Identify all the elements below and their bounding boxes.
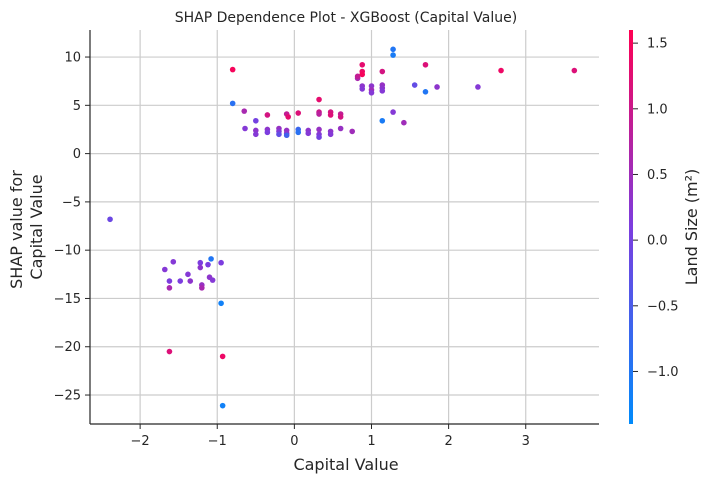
y-tick-label: −25 (54, 389, 81, 404)
scatter-point (241, 108, 248, 114)
y-tick-label: 5 (73, 99, 81, 114)
colorbar-tick-label: 0.0 (647, 234, 668, 249)
scatter-point (185, 271, 191, 278)
chart-title: SHAP Dependence Plot - XGBoost (Capital … (175, 10, 517, 26)
scatter-point (218, 259, 224, 266)
scatter-point (264, 129, 271, 136)
scatter-point (316, 134, 322, 140)
scatter-point (571, 67, 578, 74)
scatter-point (197, 259, 204, 266)
scatter-point (337, 125, 344, 132)
scatter-point (208, 256, 214, 262)
scatter-point (253, 127, 259, 134)
scatter-point (253, 117, 259, 124)
scatter-point (166, 285, 173, 291)
scatter-point (276, 131, 282, 138)
scatter-point (316, 126, 322, 133)
y-tick-label: −20 (54, 340, 81, 355)
y-axis-label: SHAP value for Capital Value (7, 165, 46, 289)
scatter-point (411, 82, 418, 88)
y-axis-label-line-1: SHAP value for (7, 170, 26, 289)
scatter-point (219, 402, 226, 409)
colorbar-gradient (629, 30, 633, 424)
colorbar-ticks: 1.5 1.0 0.5 0.0 −0.5 −1.0 (633, 37, 679, 380)
scatter-point (337, 114, 344, 120)
x-tick-label: −1 (208, 434, 227, 449)
colorbar-tick-label: −0.5 (647, 299, 679, 314)
scatter-point (162, 266, 168, 273)
colorbar-tick-label: −1.0 (647, 365, 679, 380)
scatter-point (379, 117, 386, 124)
scatter-point (295, 129, 302, 136)
scatter-point (229, 66, 236, 73)
scatter-point (422, 89, 429, 95)
x-tick-label: −2 (131, 434, 150, 449)
scatter-point (285, 114, 292, 120)
scatter-point (498, 67, 504, 74)
y-tick-label: −10 (54, 244, 81, 259)
scatter-point (316, 96, 322, 103)
y-tick-label: −15 (54, 292, 81, 307)
scatter-point (209, 277, 216, 283)
y-tick-label: 10 (64, 51, 81, 66)
scatter-point (390, 46, 396, 53)
scatter-point (197, 264, 204, 271)
x-tick-label: 3 (522, 434, 530, 449)
colorbar: 1.5 1.0 0.5 0.0 −0.5 −1.0 Land Size (m²) (629, 30, 701, 424)
scatter-point (242, 125, 248, 132)
scatter-point (166, 278, 173, 284)
scatter-point (218, 300, 224, 307)
scatter-point (359, 61, 366, 68)
scatter-point (379, 88, 386, 94)
scatter-point (219, 353, 226, 360)
scatter-point (368, 83, 375, 89)
scatter-point (305, 130, 312, 137)
scatter-point (187, 278, 194, 284)
x-tick-label: 0 (290, 434, 298, 449)
y-tick-label: −5 (62, 195, 81, 210)
scatter-point (177, 278, 184, 284)
scatter-point (349, 128, 356, 135)
scatter-point (205, 261, 211, 268)
scatter-point (166, 348, 173, 355)
scatter-point (316, 111, 322, 117)
scatter-point (359, 86, 366, 92)
scatter-point (199, 285, 205, 291)
scatter-point (229, 100, 236, 107)
scatter-point (327, 112, 334, 118)
scatter-point (295, 110, 302, 116)
scatter-points (107, 46, 578, 409)
x-tick-label: 2 (444, 434, 452, 449)
scatter-point (170, 258, 177, 265)
scatter-point (359, 71, 366, 78)
x-tick-label: 1 (367, 434, 375, 449)
colorbar-tick-label: 1.0 (647, 102, 668, 117)
x-axis-label: Capital Value (293, 455, 398, 474)
y-axis-label-line-2: Capital Value (27, 174, 46, 279)
plot-frame (89, 30, 599, 425)
scatter-point (283, 132, 290, 139)
scatter-point (475, 84, 481, 90)
scatter-point (390, 109, 396, 115)
scatter-point (379, 68, 386, 75)
scatter-point (390, 52, 396, 58)
scatter-point (107, 216, 113, 223)
y-tick-label: 0 (73, 147, 81, 162)
scatter-point (354, 73, 361, 80)
scatter-point (253, 131, 259, 138)
scatter-point (401, 119, 407, 126)
scatter-point (422, 61, 429, 68)
scatter-point (368, 89, 375, 96)
scatter-point (264, 112, 271, 118)
grid (90, 30, 599, 424)
scatter-point (327, 131, 334, 138)
colorbar-label: Land Size (m²) (682, 169, 701, 286)
colorbar-tick-label: 1.5 (647, 37, 668, 52)
scatter-point (434, 84, 440, 90)
colorbar-tick-label: 0.5 (647, 168, 668, 183)
